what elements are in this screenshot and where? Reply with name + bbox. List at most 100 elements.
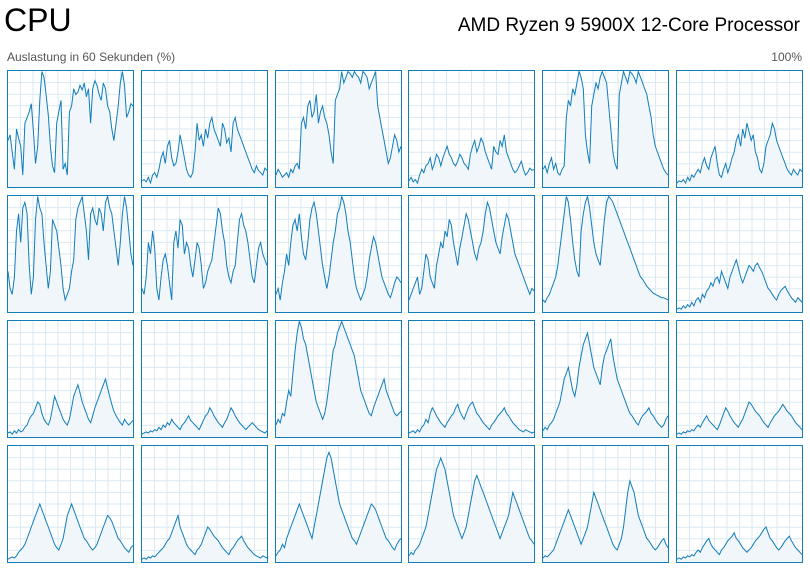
utilization-area xyxy=(677,527,802,562)
cpu-core-graph xyxy=(676,445,803,563)
utilization-area xyxy=(409,134,534,187)
core-graph-svg xyxy=(409,71,534,187)
processor-name: AMD Ryzen 9 5900X 12-Core Processor xyxy=(457,15,800,36)
utilization-area xyxy=(276,196,401,312)
utilization-line xyxy=(409,134,534,185)
cpu-core-graph xyxy=(408,195,535,313)
cpu-core-graph xyxy=(7,70,134,188)
cpu-core-graph xyxy=(542,70,669,188)
cpu-core-graph xyxy=(141,195,268,313)
cpu-core-graph xyxy=(141,445,268,563)
utilization-line xyxy=(8,502,133,560)
cpu-core-graph xyxy=(275,445,402,563)
core-graph-svg xyxy=(142,71,267,187)
utilization-area xyxy=(276,321,401,437)
core-graph-svg xyxy=(142,321,267,437)
utilization-line xyxy=(677,401,802,435)
utilization-line xyxy=(543,331,668,432)
cpu-core-graph xyxy=(141,320,268,438)
utilization-max-label: 100% xyxy=(771,50,802,64)
core-graph-svg xyxy=(543,196,668,312)
cpu-core-graph xyxy=(676,195,803,313)
utilization-line xyxy=(543,196,668,304)
cpu-core-graph xyxy=(408,70,535,188)
utilization-area xyxy=(8,379,133,437)
utilization-area xyxy=(142,407,267,437)
core-graph-svg xyxy=(8,321,133,437)
cpu-core-graph xyxy=(676,70,803,188)
utilization-line xyxy=(409,401,534,434)
utilization-area xyxy=(543,481,668,562)
core-graph-svg xyxy=(543,321,668,437)
utilization-area xyxy=(409,458,534,562)
cpu-core-graph xyxy=(7,445,134,563)
utilization-line xyxy=(142,115,267,185)
cpu-core-graph xyxy=(542,445,669,563)
cpu-core-graph xyxy=(676,320,803,438)
utilization-area xyxy=(142,117,267,187)
utilization-area xyxy=(142,208,267,312)
utilization-line xyxy=(543,479,668,559)
utilization-area xyxy=(276,71,401,187)
utilization-line xyxy=(543,71,668,176)
utilization-area xyxy=(677,402,802,437)
utilization-area xyxy=(543,333,668,437)
core-graph-svg xyxy=(409,196,534,312)
cpu-core-graph xyxy=(275,195,402,313)
cpu-core-graph xyxy=(542,320,669,438)
core-graph-svg xyxy=(543,446,668,562)
utilization-line xyxy=(8,71,133,176)
utilization-line xyxy=(142,406,267,435)
utilization-area xyxy=(677,123,802,187)
utilization-area xyxy=(409,402,534,437)
core-graph-svg xyxy=(8,446,133,562)
core-graph-svg xyxy=(276,321,401,437)
cpu-core-graph xyxy=(141,70,268,188)
utilization-line xyxy=(677,526,802,560)
cpu-core-graph xyxy=(542,195,669,313)
utilization-area xyxy=(276,452,401,562)
core-graph-svg xyxy=(677,321,802,437)
page-title: CPU xyxy=(4,2,72,38)
utilization-line xyxy=(8,196,133,302)
utilization-line xyxy=(276,450,401,557)
core-graph-svg xyxy=(142,446,267,562)
core-graph-svg xyxy=(677,446,802,562)
core-graph-svg xyxy=(276,71,401,187)
core-graph-svg xyxy=(8,196,133,312)
core-graph-svg xyxy=(409,446,534,562)
utilization-area xyxy=(677,259,802,312)
utilization-line xyxy=(677,258,802,310)
core-graph-svg xyxy=(677,196,802,312)
core-graph-svg xyxy=(677,71,802,187)
cpu-core-graph xyxy=(7,320,134,438)
cpu-core-graph xyxy=(275,320,402,438)
cpu-core-graph xyxy=(408,320,535,438)
utilization-line xyxy=(409,456,534,557)
utilization-line xyxy=(677,121,802,185)
utilization-line xyxy=(142,513,267,560)
core-graph-svg xyxy=(8,71,133,187)
cpu-core-graph-grid xyxy=(7,70,803,566)
core-graph-svg xyxy=(276,446,401,562)
core-graph-svg xyxy=(142,196,267,312)
core-graph-svg xyxy=(543,71,668,187)
utilization-line xyxy=(276,321,401,426)
utilization-area xyxy=(8,71,133,187)
utilization-line xyxy=(276,71,401,179)
core-graph-svg xyxy=(276,196,401,312)
utilization-line xyxy=(276,196,401,302)
core-graph-svg xyxy=(409,321,534,437)
cpu-core-graph xyxy=(408,445,535,563)
cpu-core-graph xyxy=(7,195,134,313)
utilization-area xyxy=(543,71,668,187)
utilization-line xyxy=(142,207,267,301)
utilization-area xyxy=(8,196,133,312)
utilization-area xyxy=(543,196,668,312)
utilization-area xyxy=(142,515,267,562)
utilization-label: Auslastung in 60 Sekunden (%) xyxy=(7,50,176,64)
utilization-area xyxy=(8,504,133,562)
cpu-core-graph xyxy=(275,70,402,188)
utilization-line xyxy=(8,377,133,436)
utilization-area xyxy=(409,202,534,312)
